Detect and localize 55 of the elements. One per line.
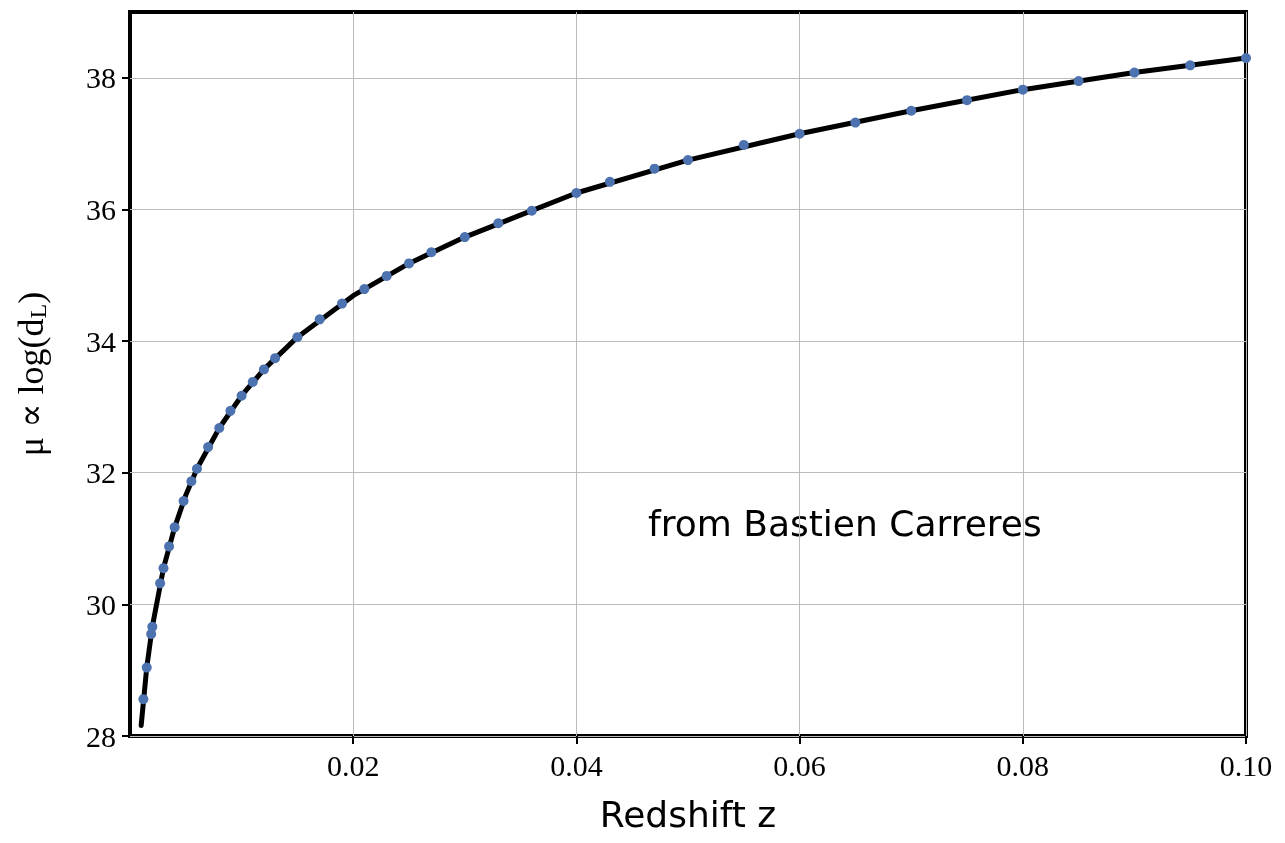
point (683, 155, 693, 166)
y-tick-label: 28 (86, 719, 116, 753)
x-tick-label: 0.06 (773, 748, 826, 782)
point (258, 364, 269, 375)
annotation: from Bastien Carreres (648, 502, 1042, 544)
point (138, 694, 149, 705)
point (1073, 76, 1084, 87)
point (604, 176, 615, 187)
point (1017, 84, 1028, 95)
y-tick-label: 30 (86, 587, 116, 621)
point (236, 390, 247, 401)
point (247, 376, 258, 387)
x-tick-label: 0.02 (326, 748, 380, 782)
point (493, 218, 504, 229)
point (459, 232, 470, 243)
y-axis-title: μ ∝ log(dL) (11, 291, 51, 457)
point (794, 128, 805, 139)
point (270, 353, 281, 364)
point (141, 662, 152, 673)
point (1241, 53, 1251, 64)
point (225, 405, 236, 416)
point (1185, 60, 1196, 71)
point (164, 541, 175, 552)
point (359, 284, 370, 295)
point (214, 422, 225, 433)
point (738, 139, 749, 150)
point (426, 247, 437, 258)
point (203, 442, 214, 453)
y-tick-label: 32 (86, 456, 116, 490)
x-tick-label: 0.10 (1219, 748, 1273, 782)
x-tick-label: 0.08 (996, 748, 1050, 782)
point (178, 496, 189, 507)
point (404, 258, 414, 269)
point (292, 332, 303, 343)
point (155, 578, 166, 589)
point (381, 270, 392, 281)
point (169, 522, 180, 533)
point (1129, 67, 1140, 78)
point (158, 563, 169, 574)
point (962, 95, 972, 106)
point (186, 476, 197, 487)
y-tick-label: 38 (86, 61, 116, 95)
point (147, 621, 158, 632)
point (526, 205, 537, 216)
point (191, 463, 202, 474)
y-tick-label: 36 (86, 192, 116, 226)
x-axis-title: Redshift z (599, 793, 777, 835)
y-tick-label: 34 (86, 324, 116, 358)
point (906, 105, 917, 116)
point (649, 163, 660, 174)
point (337, 298, 348, 309)
point (314, 314, 325, 325)
x-tick-label: 0.04 (550, 748, 603, 782)
point (571, 188, 582, 198)
point (850, 117, 861, 128)
